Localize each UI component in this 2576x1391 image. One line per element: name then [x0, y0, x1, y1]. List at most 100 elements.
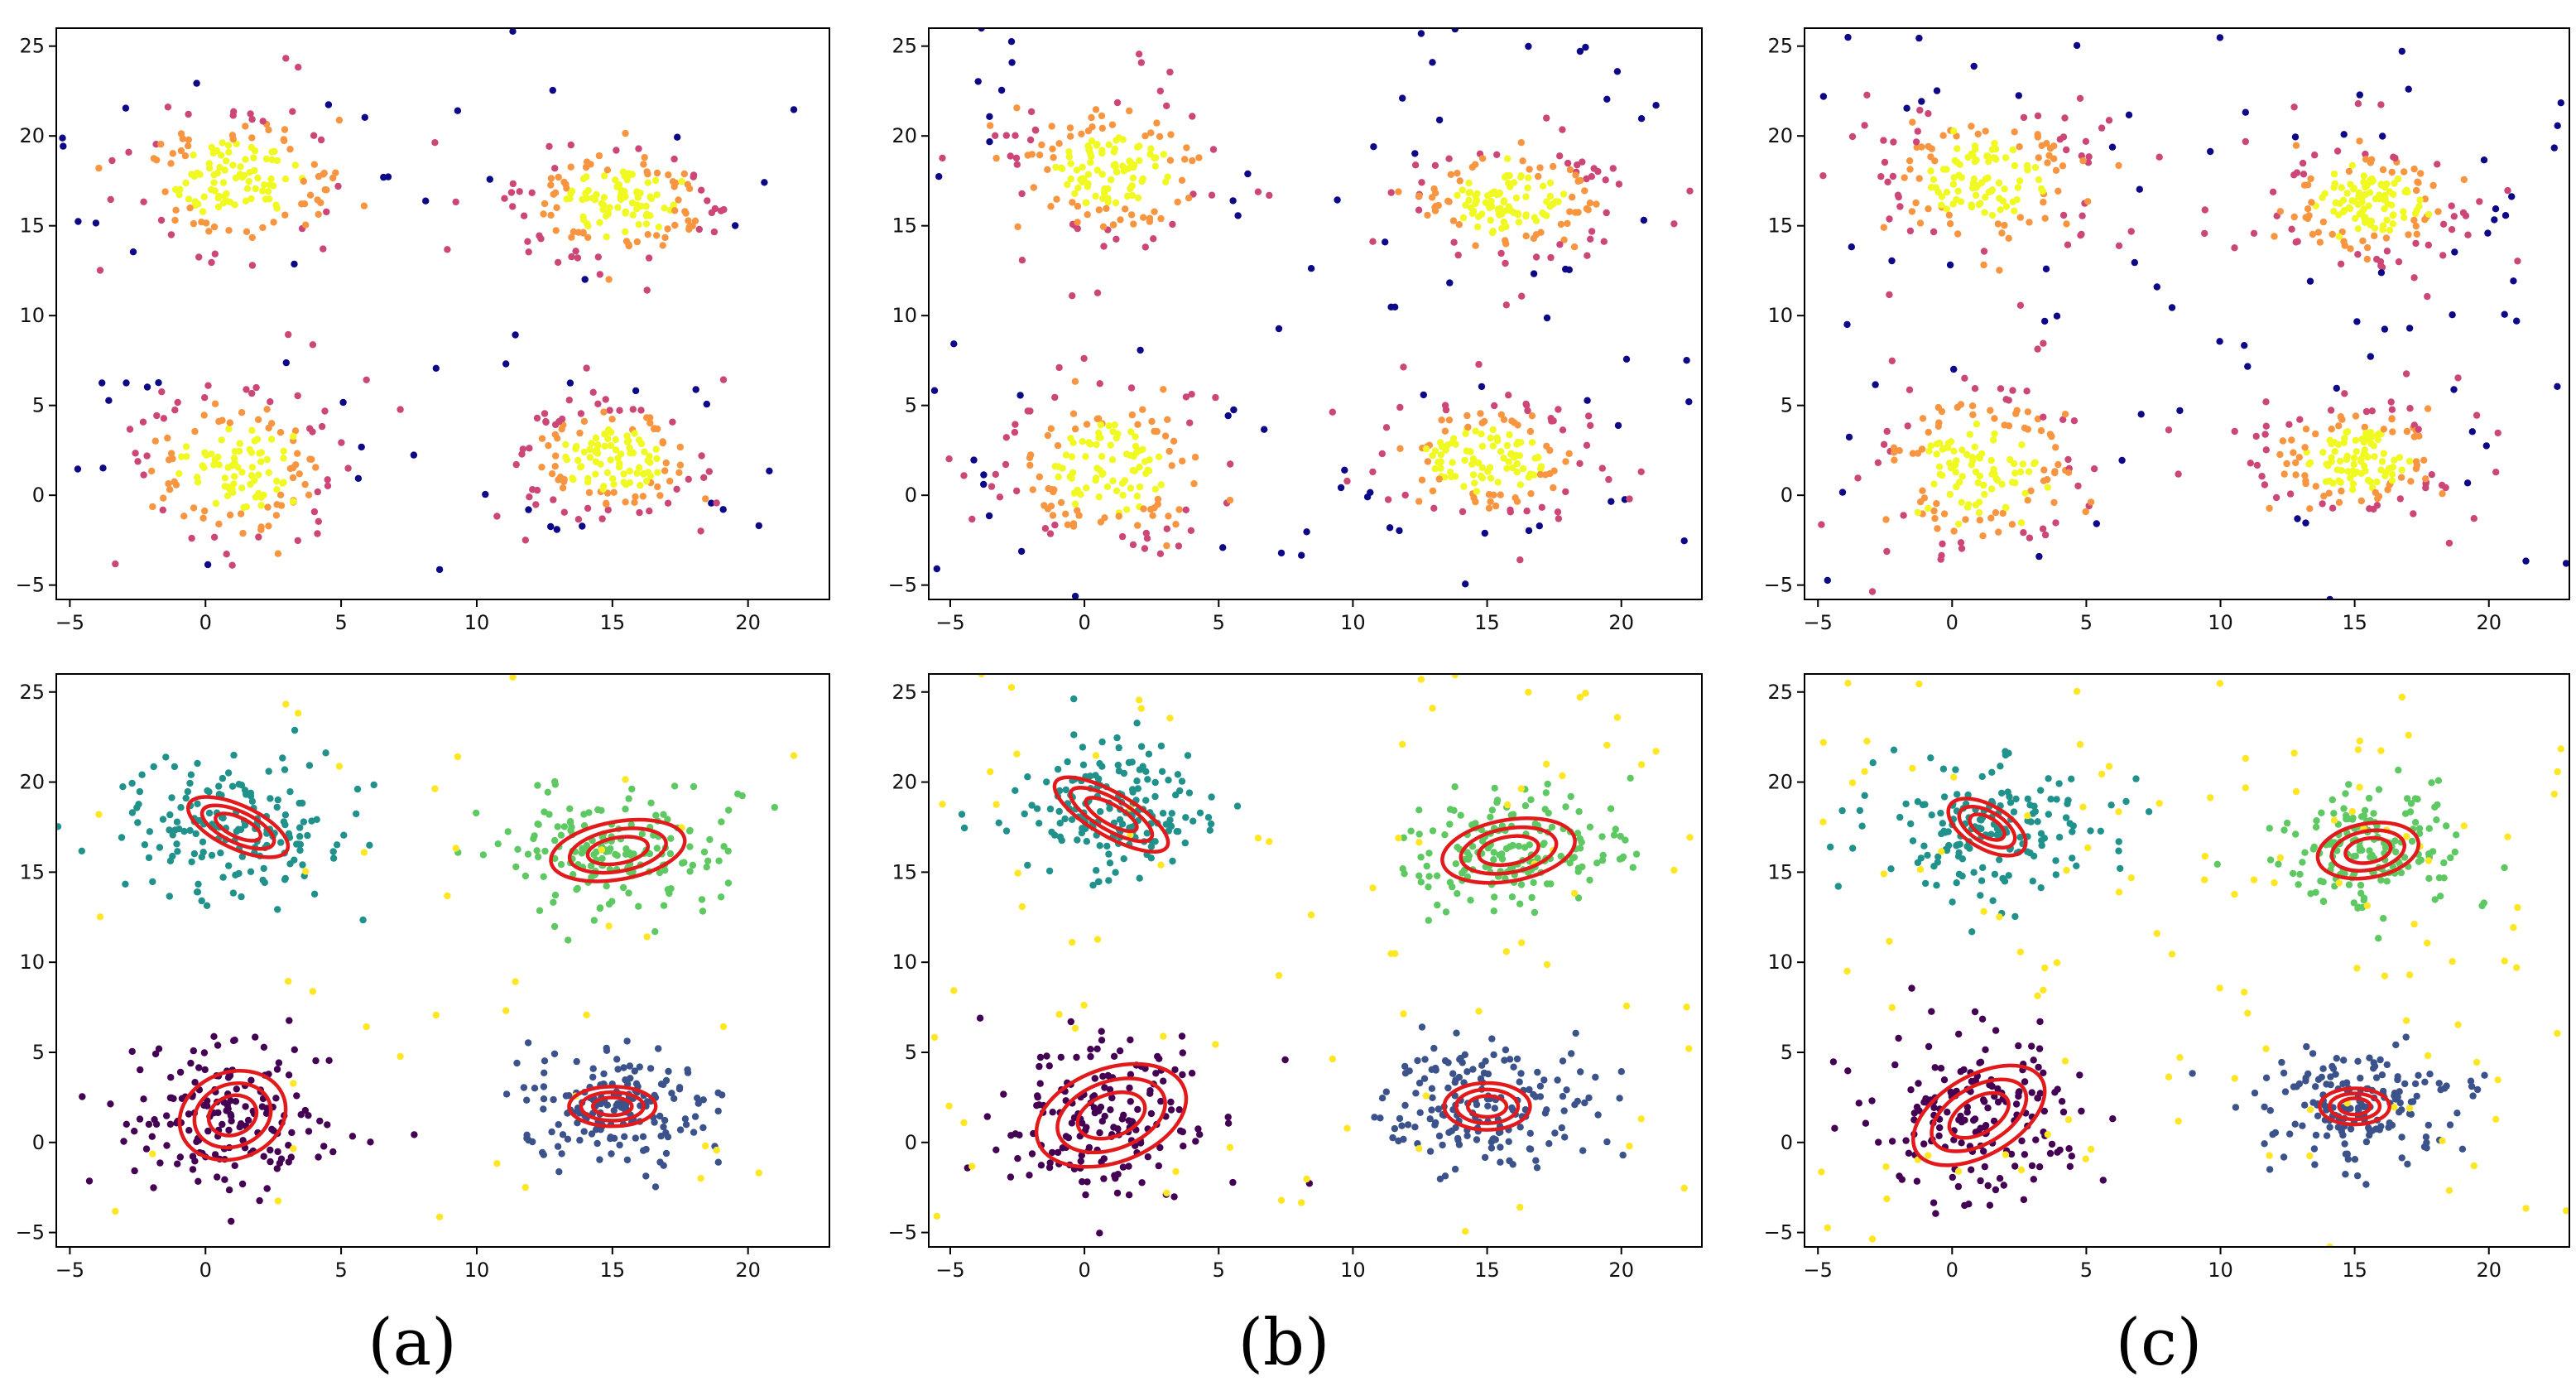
data-point	[643, 1098, 651, 1105]
data-point	[697, 527, 704, 535]
data-point	[1460, 483, 1468, 490]
y-tick-label: 20	[1767, 124, 1793, 147]
data-point	[1895, 193, 1902, 201]
data-point	[2420, 456, 2428, 464]
data-point	[2048, 432, 2055, 440]
data-point	[2348, 161, 2356, 169]
data-point	[509, 180, 517, 188]
data-point	[2423, 1138, 2430, 1147]
data-point	[268, 156, 276, 164]
data-point	[1464, 423, 1472, 431]
data-point	[208, 450, 215, 458]
data-point	[175, 191, 183, 199]
data-point	[1996, 913, 2003, 921]
data-point	[724, 847, 732, 855]
data-point	[725, 806, 733, 814]
data-point	[1186, 419, 1194, 426]
data-point	[215, 782, 223, 790]
x-tick-label: 10	[2208, 611, 2233, 634]
data-point	[2343, 190, 2351, 197]
data-point	[2354, 100, 2362, 108]
data-point	[323, 208, 330, 216]
data-point	[2175, 1117, 2182, 1125]
data-point	[493, 513, 501, 520]
data-point	[1099, 195, 1107, 202]
y-tick-label: 10	[1767, 951, 1793, 974]
data-point	[636, 436, 643, 444]
data-point	[243, 185, 252, 192]
data-point	[2053, 312, 2061, 320]
data-point	[1472, 161, 1479, 168]
data-point	[210, 1032, 218, 1041]
data-point	[1991, 469, 1998, 478]
data-point	[2454, 1021, 2462, 1028]
data-point	[1071, 190, 1079, 198]
data-point	[1980, 248, 1988, 255]
data-point	[2037, 787, 2045, 794]
data-point	[512, 978, 519, 985]
data-point	[1487, 1144, 1496, 1152]
data-point	[1890, 138, 1897, 146]
data-point	[2307, 175, 2314, 183]
data-point	[609, 475, 617, 483]
data-point	[1632, 850, 1641, 858]
plot-frame	[928, 673, 1703, 1248]
data-point	[1234, 212, 1242, 219]
data-point	[1622, 836, 1629, 844]
data-point	[625, 795, 632, 802]
data-point	[306, 455, 314, 463]
data-point	[1399, 94, 1406, 102]
data-point	[2136, 185, 2143, 193]
data-point	[1178, 176, 1186, 184]
data-point	[2302, 477, 2309, 484]
data-point	[1579, 1147, 1587, 1154]
x-tick-label: −5	[1804, 1259, 1833, 1282]
data-point	[1175, 542, 1183, 550]
data-point	[1054, 442, 1062, 450]
data-point	[1938, 830, 1945, 838]
data-point	[231, 1162, 238, 1170]
data-point	[1079, 744, 1087, 751]
data-point	[547, 181, 555, 189]
data-point	[2059, 162, 2067, 170]
data-point	[1108, 176, 1115, 184]
data-point	[2052, 857, 2059, 864]
data-point	[1431, 464, 1439, 473]
data-point	[550, 922, 559, 931]
data-point	[185, 136, 192, 143]
data-point	[1469, 471, 1478, 479]
data-point	[2266, 504, 2273, 513]
gaussian-contour-ellipse	[1947, 1090, 2011, 1140]
data-point	[1915, 34, 1923, 42]
data-point	[1979, 532, 1987, 540]
data-point	[1014, 869, 1021, 877]
data-point	[1939, 765, 1948, 773]
data-point	[2311, 1161, 2319, 1168]
data-point	[272, 1095, 280, 1102]
data-point	[2087, 1145, 2095, 1153]
data-point	[1206, 826, 1214, 834]
data-point	[1164, 173, 1171, 180]
data-point	[1957, 539, 1965, 546]
data-point	[1562, 488, 1569, 496]
data-point	[1598, 833, 1606, 840]
data-point	[1988, 186, 1997, 194]
data-point	[2063, 866, 2070, 874]
data-point	[1505, 392, 1512, 399]
data-point	[182, 179, 190, 187]
data-point	[2353, 1172, 2362, 1180]
data-point	[2356, 137, 2363, 145]
data-point	[1194, 1125, 1202, 1133]
data-point	[1637, 1115, 1645, 1123]
data-point	[1142, 797, 1150, 804]
data-point	[1982, 128, 1989, 135]
data-point	[257, 523, 265, 531]
data-point	[2262, 1074, 2271, 1082]
data-point	[1539, 182, 1547, 190]
data-point	[248, 134, 256, 142]
y-tick-label: −5	[1764, 574, 1793, 597]
data-point	[2024, 848, 2031, 855]
data-point	[281, 176, 290, 183]
data-point	[661, 866, 669, 874]
data-point	[592, 434, 600, 442]
